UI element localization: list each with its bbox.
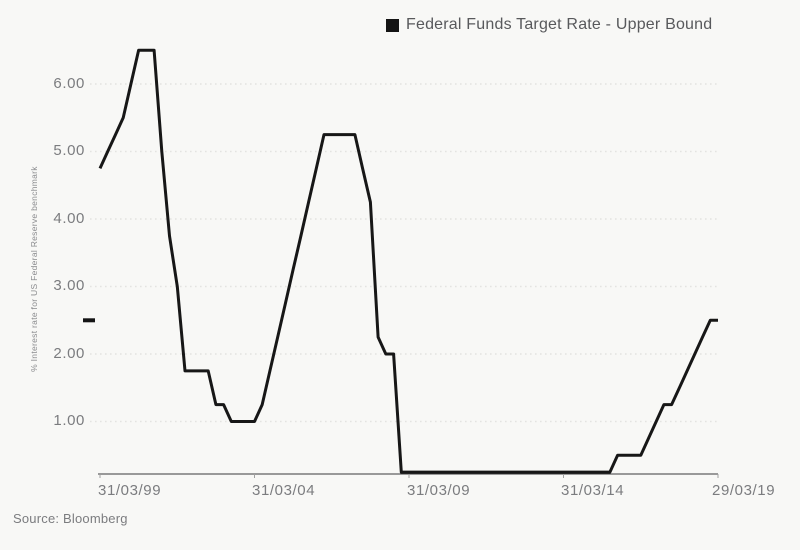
y-tick-label: 5.00 xyxy=(53,142,85,159)
y-tick-label: 6.00 xyxy=(53,75,85,92)
y-tick-label: 2.00 xyxy=(53,345,85,362)
legend-swatch-icon xyxy=(386,18,399,32)
x-tick-label: 31/03/04 xyxy=(252,482,316,499)
y-tick-label: 1.00 xyxy=(53,412,85,429)
source-note: Source: Bloomberg xyxy=(13,511,128,526)
x-tick-label: 31/03/09 xyxy=(407,482,471,499)
x-tick-label: 31/03/14 xyxy=(561,482,625,499)
last-value-marker xyxy=(83,318,95,323)
y-tick-label: 4.00 xyxy=(53,210,85,227)
legend: Federal Funds Target Rate - Upper Bound xyxy=(386,16,712,34)
x-tick-label: 29/03/19 xyxy=(712,482,776,499)
legend-label: Federal Funds Target Rate - Upper Bound xyxy=(406,16,713,33)
series-line xyxy=(98,48,718,474)
y-tick-label: 3.00 xyxy=(53,277,85,294)
x-tick-label: 31/03/99 xyxy=(98,482,162,499)
